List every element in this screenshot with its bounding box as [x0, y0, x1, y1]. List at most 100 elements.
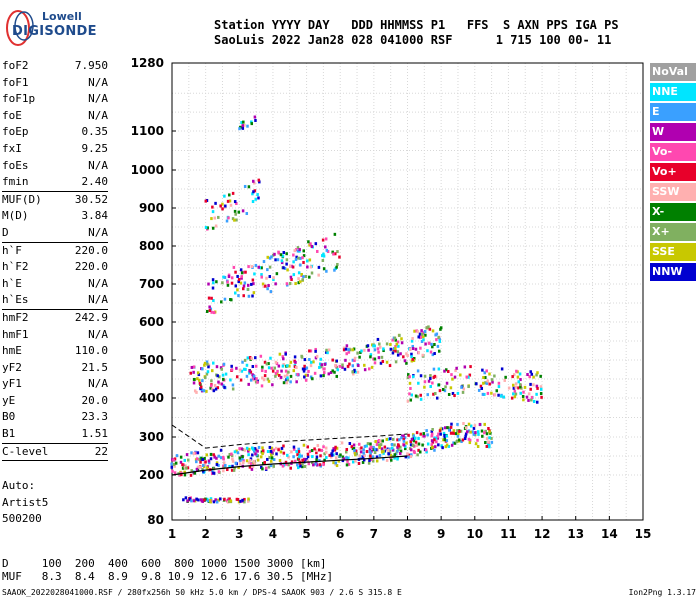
data-point [464, 434, 467, 438]
data-point [254, 364, 258, 368]
data-point [442, 438, 445, 442]
data-point [485, 444, 489, 448]
data-point [353, 448, 356, 452]
data-point [480, 429, 484, 433]
data-point [188, 497, 192, 501]
data-point [456, 422, 459, 426]
data-point [432, 367, 436, 371]
data-point [217, 470, 221, 474]
data-point [309, 375, 313, 379]
data-point [459, 429, 463, 433]
muf-table: D 100 200 400 600 800 1000 1500 3000 [km… [2, 557, 333, 583]
data-point [205, 389, 208, 393]
data-point [454, 432, 458, 436]
data-point [316, 249, 319, 253]
data-point [408, 375, 411, 379]
data-point [482, 381, 485, 385]
data-point [254, 197, 258, 201]
data-point [335, 374, 339, 378]
data-point [358, 454, 362, 458]
data-point [246, 283, 250, 287]
data-point [274, 374, 277, 378]
data-point [250, 122, 254, 126]
data-point [256, 458, 260, 462]
data-point [221, 202, 224, 206]
x-tick-label: 1 [168, 527, 176, 541]
data-point [183, 470, 186, 474]
data-point [402, 439, 406, 443]
data-point [431, 353, 435, 357]
data-point [209, 384, 213, 388]
data-point [468, 441, 472, 445]
data-point [202, 463, 205, 467]
data-point [274, 360, 278, 364]
data-point [438, 389, 442, 393]
data-point [380, 447, 384, 451]
data-point [251, 373, 254, 377]
data-point [195, 390, 198, 394]
data-point [487, 427, 490, 431]
data-point [483, 422, 486, 426]
data-point [220, 382, 224, 386]
data-point [233, 466, 236, 470]
data-point [420, 329, 423, 333]
legend-item: Vo+ [650, 163, 696, 181]
data-point [260, 369, 264, 373]
data-point [263, 360, 267, 364]
data-point [222, 377, 225, 381]
data-point [378, 342, 381, 346]
param-row: yF2 21.5 [2, 360, 108, 377]
data-point [309, 360, 313, 364]
data-point [372, 448, 375, 452]
data-point [236, 451, 240, 455]
file-info: SAAOK_2022028041000.RSF / 280fx256h 50 k… [2, 588, 402, 597]
data-point [452, 441, 455, 445]
data-point [250, 265, 254, 269]
data-point [247, 382, 250, 386]
x-tick-label: 5 [302, 527, 310, 541]
data-point [368, 458, 371, 462]
param-row: h`F2 220.0 [2, 259, 108, 276]
data-point [357, 461, 361, 465]
data-point [179, 460, 183, 464]
data-point [417, 448, 420, 452]
data-point [539, 387, 543, 391]
data-point [269, 459, 273, 463]
param-row: h`Es N/A [2, 292, 108, 309]
data-point [221, 373, 225, 377]
data-point [209, 497, 213, 501]
data-point [265, 466, 268, 470]
data-point [276, 258, 280, 262]
data-point [394, 360, 398, 364]
header-labels: Station YYYY DAY DDD HHMMSS P1 FFS S AXN… [214, 18, 619, 32]
data-point [322, 463, 325, 467]
data-point [361, 455, 365, 459]
data-point [342, 346, 346, 350]
data-point [248, 465, 252, 469]
data-point [385, 437, 389, 441]
data-point [522, 398, 525, 402]
data-point [285, 258, 289, 262]
data-point [250, 282, 253, 286]
data-point [270, 450, 274, 454]
data-point [397, 448, 400, 452]
data-point [351, 460, 355, 464]
data-point [210, 296, 213, 300]
data-point [389, 347, 393, 351]
data-point [265, 362, 269, 366]
data-point [250, 357, 253, 361]
data-point [431, 329, 435, 333]
data-point [192, 365, 196, 369]
data-point [242, 284, 246, 288]
param-value: N/A [88, 108, 108, 122]
data-point [247, 497, 250, 501]
data-point [416, 330, 420, 334]
data-point [394, 338, 398, 342]
data-point [207, 365, 210, 369]
y-tick-label: 900 [139, 201, 164, 215]
data-point [256, 380, 259, 384]
data-point [219, 366, 223, 370]
data-point [378, 446, 382, 450]
data-point [288, 364, 291, 368]
data-point [253, 115, 257, 119]
